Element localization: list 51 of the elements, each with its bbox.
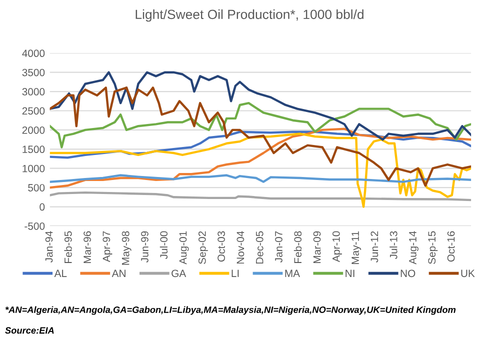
x-tick-label: Apr-97 [102, 231, 112, 262]
legend-label: UK [461, 270, 475, 278]
y-tick-label: 1500 [22, 146, 45, 154]
x-tick-label: Jun-99 [141, 231, 148, 263]
x-tick-label: Jun-12 [370, 231, 378, 263]
legend-label: GA [172, 270, 186, 278]
chart-title: Light/Sweet Oil Production*, 1000 bbl/d [136, 9, 364, 22]
x-tick-label: Jan-07 [275, 231, 282, 263]
x-tick-label: Jul-00 [160, 231, 168, 260]
x-tick-label: Mar-09 [313, 231, 321, 263]
y-tick-label: 2000 [22, 126, 45, 134]
x-tick-label: Sep-15 [428, 231, 438, 264]
line-series [50, 128, 472, 189]
y-tick-label: 3500 [22, 68, 45, 76]
legend-label: AL [54, 270, 67, 277]
x-tick-label: Nov-04 [236, 231, 244, 264]
y-tick-label: 500 [28, 184, 45, 192]
y-tick-label: 0 [40, 203, 45, 211]
line-series [50, 86, 472, 187]
x-tick-label: Apr-10 [332, 231, 342, 262]
legend-label: MA [285, 270, 300, 277]
x-tick-label: Feb-95 [64, 231, 72, 263]
x-tick-label: Oct-03 [218, 231, 225, 262]
text: *AN=Algeria,AN=Angola,GA=Gabon,LI=Libya,MA=Malaysia,NI=Nigeria,NO=Norway,UK=United Kingdom [5, 306, 456, 315]
y-tick-label: -500 [24, 222, 45, 230]
x-tick-label: Sep-02 [198, 231, 208, 264]
y-tick-label: 4000 [22, 50, 45, 58]
legend-label: NI [346, 270, 354, 277]
legend-label: LI [232, 270, 239, 277]
x-tick-label: Dec-05 [256, 231, 264, 264]
line-series [50, 102, 472, 148]
x-tick-label: Oct-16 [447, 231, 455, 262]
x-tick-label: May-11 [352, 231, 362, 264]
x-tick-label: Jul-13 [390, 231, 398, 260]
x-tick-label: Aug-14 [409, 231, 418, 264]
line-series [50, 132, 472, 208]
y-tick-label: 3000 [22, 88, 45, 96]
line-series [50, 174, 472, 183]
line-series [50, 191, 472, 202]
y-tick-label: 2500 [22, 107, 45, 115]
legend-label: NO [400, 270, 416, 278]
legend-label: AN [112, 270, 126, 277]
x-tick-label: Mar-96 [84, 231, 91, 263]
x-tick-label: May-98 [122, 231, 132, 265]
x-tick-label: Aug-01 [179, 231, 189, 264]
x-tick-label: Jan-94 [45, 231, 53, 263]
x-tick-label: Feb-08 [294, 231, 302, 263]
source-note: Source:EIA [5, 327, 54, 334]
line-series [50, 71, 472, 141]
y-tick-label: 1000 [22, 164, 45, 172]
line-series [50, 130, 472, 159]
